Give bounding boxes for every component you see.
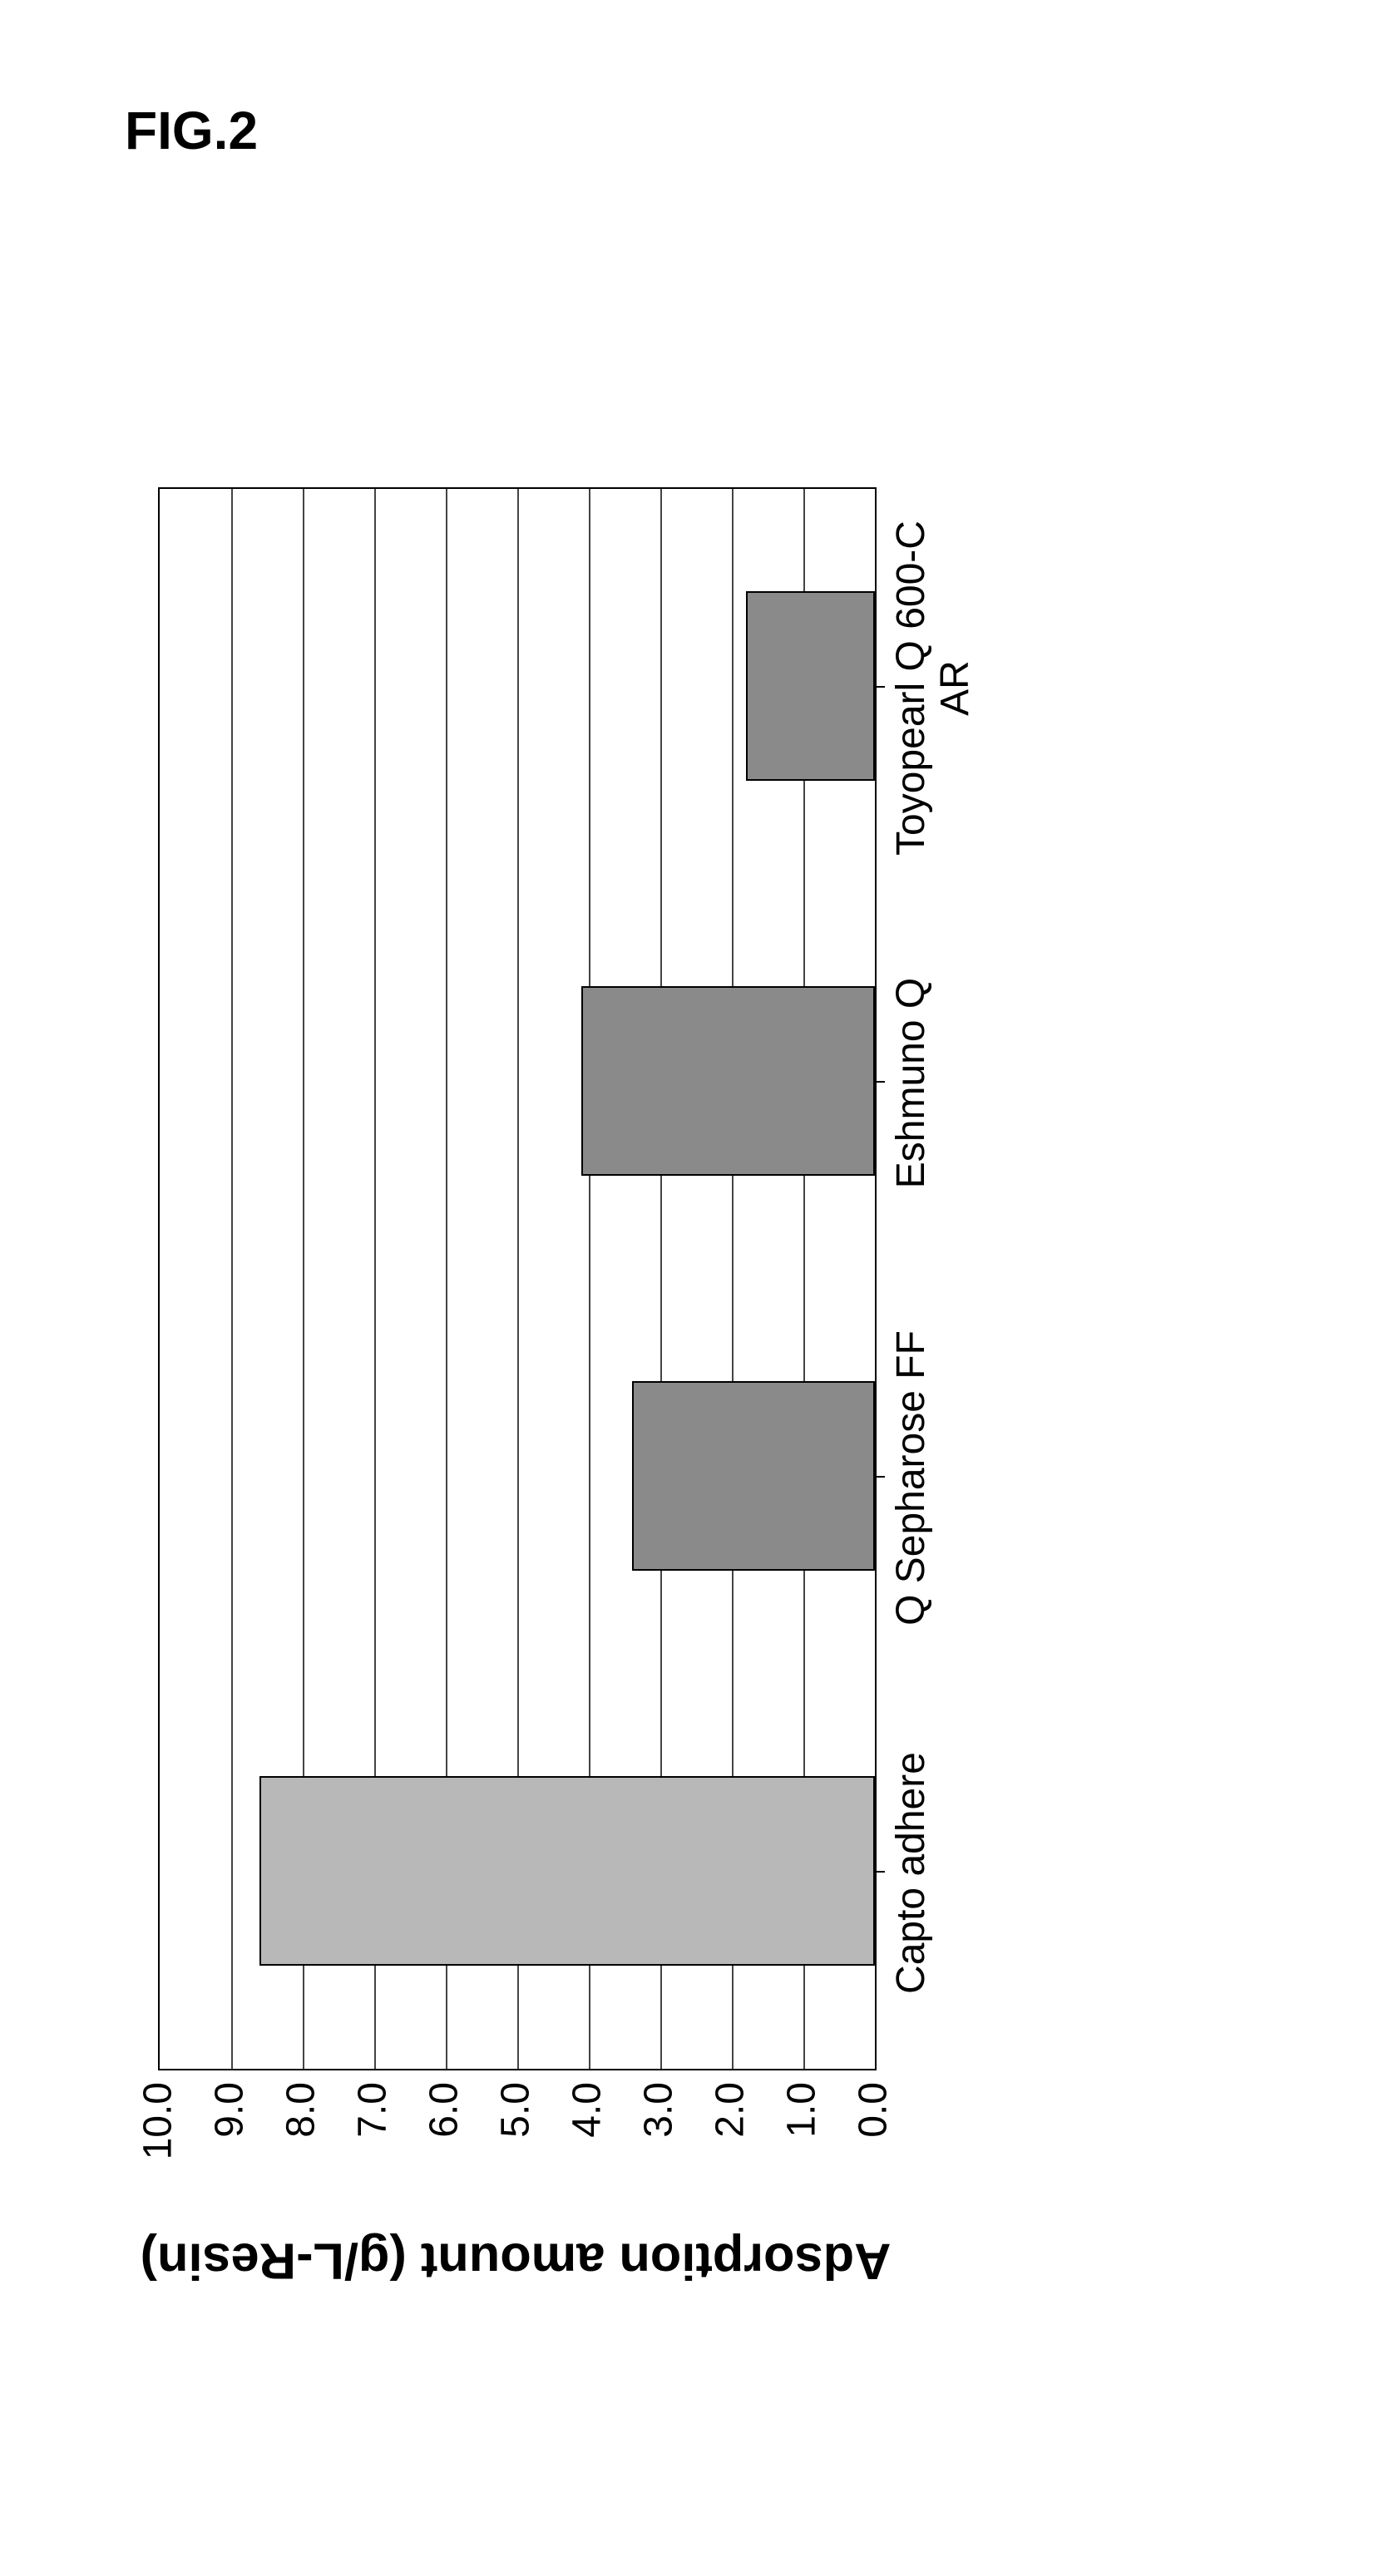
- y-tick-label: 6.0: [422, 2082, 467, 2138]
- bar: [581, 987, 875, 1177]
- figure-label: FIG.2: [125, 100, 258, 161]
- y-tick-label: 1.0: [779, 2082, 825, 2138]
- x-tick-mark: [873, 1082, 885, 1083]
- x-tick-label: Capto adhere: [890, 1675, 934, 2070]
- y-tick-label: 3.0: [636, 2082, 682, 2138]
- y-tick-label: 7.0: [350, 2082, 396, 2138]
- y-tick-label: 8.0: [279, 2082, 324, 2138]
- y-tick-label: 10.0: [136, 2082, 181, 2159]
- gridline: [231, 489, 233, 2069]
- x-tick-mark: [873, 1872, 885, 1873]
- y-tick-label: 9.0: [207, 2082, 253, 2138]
- y-tick-label: 2.0: [708, 2082, 753, 2138]
- y-tick-label: 4.0: [565, 2082, 610, 2138]
- page: FIG.2 Adsorption amount (g/L-Resin) 0.0 1…: [0, 0, 1398, 2576]
- bar: [259, 1777, 875, 1967]
- x-tick-mark: [873, 687, 885, 688]
- x-tick-label: Eshmuno Q: [890, 886, 934, 1281]
- chart-rotated-container: Adsorption amount (g/L-Resin) 0.01.02.03…: [133, 466, 1023, 2287]
- y-tick-label: 0.0: [851, 2082, 897, 2138]
- x-tick-label: Toyopearl Q 600-CAR: [890, 491, 978, 886]
- x-tick-label: Q Sepharose FF: [890, 1281, 934, 1675]
- bar: [632, 1382, 875, 1572]
- chart-outer: Adsorption amount (g/L-Resin) 0.01.02.03…: [133, 466, 1023, 2287]
- x-tick-mark: [873, 1477, 885, 1478]
- y-tick-label: 5.0: [493, 2082, 539, 2138]
- y-axis-title: Adsorption amount (g/L-Resin): [141, 2233, 892, 2292]
- plot-area: [158, 487, 877, 2070]
- bar: [746, 592, 875, 782]
